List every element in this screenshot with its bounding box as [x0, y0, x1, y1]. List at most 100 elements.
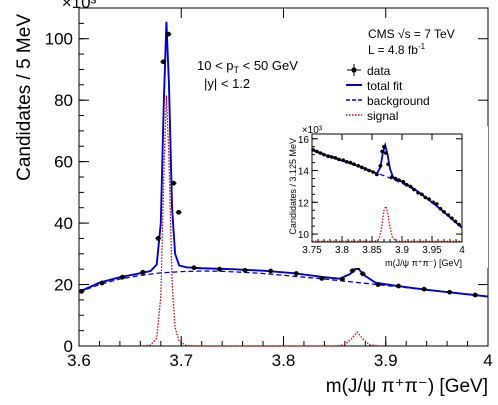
inset-data-point [318, 151, 323, 155]
inset-data-point [360, 165, 364, 170]
inset-data-point [326, 154, 331, 159]
inset-data-point [341, 158, 346, 163]
inset-data-point [311, 148, 316, 152]
inset-data-point [352, 162, 356, 166]
inset-data-point [367, 168, 371, 173]
inset-data-point [405, 183, 409, 187]
main-y-tick-label: 60 [54, 153, 73, 172]
inset-data-point [386, 162, 391, 166]
inset-series-signal [312, 204, 462, 242]
main-series [78, 21, 489, 347]
inset-data-point [382, 144, 386, 149]
main-series-background [78, 270, 489, 298]
inset-data-point [401, 179, 406, 184]
inset-data-point [348, 160, 353, 165]
inset-data-point [333, 156, 338, 160]
inset-data-point [330, 155, 334, 159]
main-y-axis-label: Candidates / 5 MeV [14, 14, 35, 181]
inset-data-point [397, 178, 401, 182]
inset-y-axis-label: Candidates / 3.125 MeV [288, 138, 298, 235]
inset-data-point [450, 216, 454, 220]
main-y-tick-label: 0 [64, 337, 73, 356]
inset: 3.75 3.8 3.85 3.9 3.95 4 10 12 14 16 ×10³ Candida… [283, 125, 488, 268]
inset-data-point [408, 184, 413, 189]
inset-y-multiplier: ×10³ [302, 125, 323, 136]
inset-y-tick-label: 12 [298, 198, 310, 209]
inset-x-axis-label: m(J/ψ π⁺π⁻) [GeV] [385, 258, 462, 268]
legend-total-fit-label: total fit [367, 79, 403, 93]
main-data-point [155, 236, 161, 241]
legend-entry-total-fit: total fit [346, 79, 403, 93]
inset-data-point [378, 163, 383, 168]
inset-x-tick-label: 3.85 [362, 245, 382, 256]
inset-data-point [322, 152, 326, 157]
main-data-point [166, 31, 171, 37]
main-x-axis-label: m(J/ψ π⁺π⁻) [GeV] [326, 376, 488, 397]
main-data-point [319, 276, 325, 281]
main-data-point [79, 288, 84, 294]
inset-x-tick-label: 3.95 [422, 245, 442, 256]
main-y-tick-label: 40 [54, 214, 73, 233]
inset-x-tick-label: 3.8 [335, 245, 349, 256]
legend-entry-signal: signal [346, 109, 398, 123]
main-data-point [421, 286, 427, 292]
main-y-multiplier: ×10³ [62, 0, 97, 12]
inset-data-point [315, 149, 319, 154]
pt-cut-text: 10 < pT < 50 GeV [197, 58, 298, 75]
main-data-point [242, 268, 248, 273]
inset-data-point [356, 163, 361, 168]
inset-data-point [416, 190, 421, 195]
legend-data-label: data [367, 64, 391, 78]
inset-y-tick-label: 16 [298, 135, 310, 146]
inset-data-point [438, 206, 443, 211]
main-data-point [160, 59, 166, 65]
inset-y-tick-label: 10 [298, 230, 310, 241]
main-x-tick-label: 3.7 [169, 351, 193, 370]
main-y-tick-label: 100 [45, 30, 73, 49]
main-y-tick-label: 20 [54, 276, 73, 295]
inset-data-point [423, 195, 428, 200]
inset-x-tick-label: 3.75 [302, 245, 322, 256]
legend-data-marker [351, 67, 357, 73]
main-x-tick-label: 3.9 [374, 351, 398, 370]
main-data-point [350, 268, 355, 274]
main-x-tick-label: 4 [483, 351, 492, 370]
main-data-point [396, 283, 401, 289]
main-x-tick-label: 3.6 [67, 351, 91, 370]
inset-data-point [453, 219, 458, 224]
main-data-point [217, 266, 222, 272]
legend-background-label: background [367, 94, 430, 108]
main-data-point [140, 269, 146, 275]
inset-data-point [363, 167, 368, 171]
inset-data-point [345, 159, 349, 164]
legend-entry-background: background [346, 94, 430, 108]
main-data-point [191, 265, 197, 271]
inset-data-point [442, 210, 446, 214]
inset-data-point [435, 202, 439, 206]
inset-data-point [420, 192, 424, 197]
inset-data-point [384, 151, 388, 155]
inset-data-point [427, 197, 431, 201]
main-data-point [339, 276, 345, 282]
rapidity-cut-text: |y| < 1.2 [204, 76, 250, 91]
inset-data-point [375, 172, 379, 177]
luminosity-text: L = 4.8 fb-1 [368, 42, 426, 57]
inset-data-point [380, 149, 385, 154]
main-data-point [360, 271, 366, 277]
main-data-point [447, 289, 453, 295]
main-data-point [375, 282, 381, 287]
main-series-signal [140, 95, 381, 347]
inset-data-point [431, 200, 436, 205]
main-data-point [268, 268, 274, 274]
main-data-point [293, 271, 299, 276]
experiment-text: CMS √s = 7 TeV [368, 27, 455, 41]
legend-entry-data: data [347, 64, 391, 78]
main-data-point [120, 274, 125, 280]
inset-data-point [393, 176, 398, 181]
inset-x-tick-label: 3.9 [395, 245, 409, 256]
main-data-point [472, 292, 478, 298]
inset-data-point [371, 170, 376, 174]
inset-data-point [457, 222, 461, 227]
